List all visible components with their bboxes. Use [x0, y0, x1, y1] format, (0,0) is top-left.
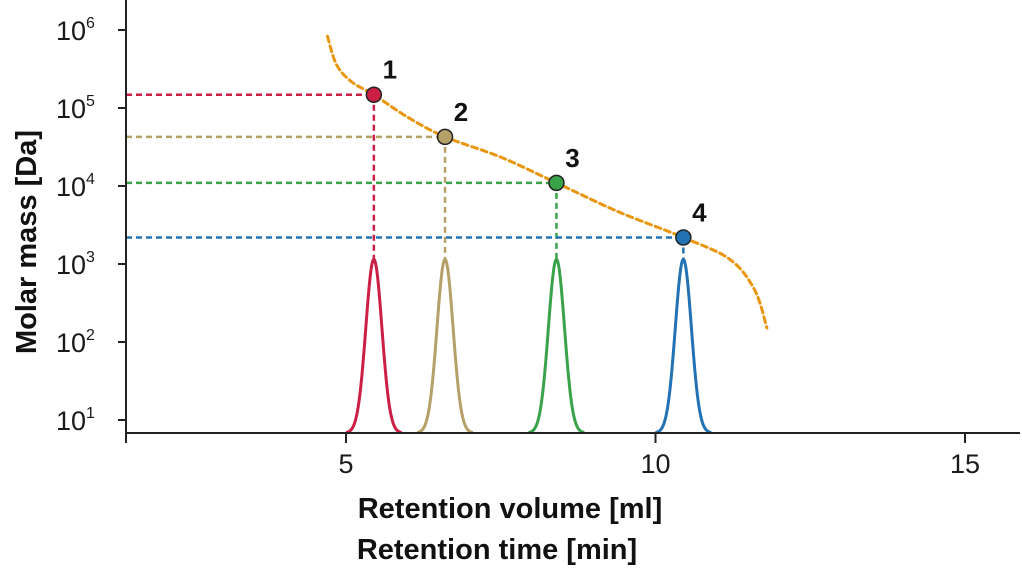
calibration-point-1	[365, 86, 383, 103]
calibration-curve-layer	[325, 34, 769, 330]
y-tick-label: 106	[56, 15, 95, 46]
x-tick-label: 5	[338, 449, 353, 479]
peak-labels: 1 2 3 4	[383, 55, 707, 228]
x-tick-label: 15	[950, 449, 980, 479]
calibration-point-2	[436, 128, 454, 146]
chromatogram-peak-3	[528, 257, 585, 435]
peak-label-1: 1	[383, 55, 397, 85]
y-tick-label: 102	[56, 327, 95, 358]
chromatogram-peak-1	[345, 257, 403, 435]
calibration-point-4	[675, 229, 692, 246]
peak-label-4: 4	[692, 197, 707, 227]
y-ticks: 101 102 103 104 105 106	[56, 15, 126, 436]
x-tick-label: 10	[640, 449, 670, 479]
y-tick-label: 101	[56, 405, 95, 436]
calibration-curve-line	[325, 34, 769, 330]
axes	[125, 0, 1020, 434]
y-axis-title: Molar mass [Da]	[11, 130, 43, 354]
peak-label-3: 3	[565, 143, 579, 173]
chromatogram-peak-2	[416, 257, 474, 435]
y-tick-label: 103	[56, 249, 95, 280]
calibration-point-3	[548, 174, 565, 192]
y-tick-label: 104	[56, 171, 95, 202]
x-axis-title-time: Retention time [min]	[357, 534, 637, 566]
y-tick-label: 105	[56, 93, 95, 124]
x-axis-title-volume: Retention volume [ml]	[358, 493, 663, 525]
x-ticks: 5 10 15	[125, 433, 980, 479]
peak-label-2: 2	[454, 97, 468, 127]
reference-lines	[126, 93, 685, 260]
peaks-layer	[345, 257, 712, 435]
chromatogram-peak-4	[654, 257, 712, 435]
marker-points	[365, 86, 692, 246]
